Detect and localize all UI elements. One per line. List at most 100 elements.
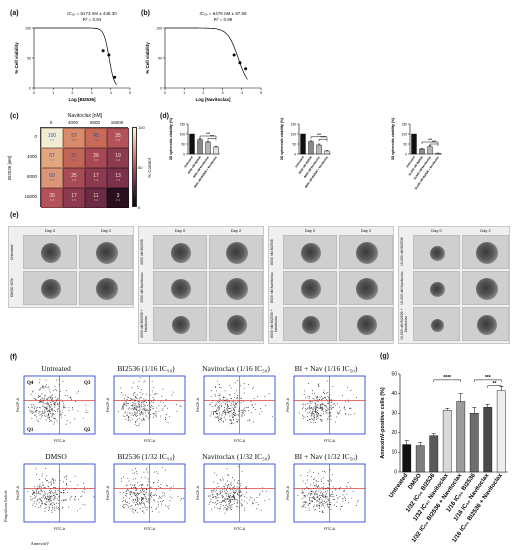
event-dot	[321, 420, 323, 422]
event-dot	[122, 415, 124, 417]
event-dot	[30, 410, 32, 412]
column-header-day2: Day 2	[360, 228, 372, 233]
event-dot	[219, 501, 221, 503]
event-dot	[211, 496, 213, 498]
event-dot	[304, 507, 306, 508]
event-dot	[330, 400, 332, 402]
event-dot	[48, 507, 50, 508]
event-dot	[142, 420, 144, 422]
event-dot	[311, 414, 313, 416]
event-dot	[45, 499, 47, 501]
event-dot	[327, 397, 329, 398]
event-dot	[128, 407, 130, 409]
event-dot	[317, 412, 319, 413]
event-dot	[121, 408, 123, 410]
event-dot	[132, 404, 134, 406]
event-dot	[228, 412, 230, 414]
event-dot	[324, 471, 326, 473]
colorbar-tick: 100	[138, 125, 145, 130]
event-dot	[44, 498, 45, 500]
event-dot	[234, 503, 236, 504]
event-dot	[130, 484, 132, 486]
event-dot	[315, 404, 317, 406]
event-dot	[39, 407, 41, 409]
event-dot	[234, 404, 235, 406]
panel-f-label: (f)	[10, 354, 17, 361]
event-dot	[141, 491, 143, 493]
event-dot	[314, 416, 316, 418]
event-dot	[236, 492, 238, 494]
event-dot	[52, 487, 54, 488]
event-dot	[309, 405, 311, 407]
event-dot	[64, 395, 66, 396]
event-dot	[322, 477, 324, 479]
event-dot	[144, 412, 146, 414]
event-dot	[45, 419, 47, 421]
event-dot	[135, 499, 136, 500]
event-dot	[52, 507, 53, 508]
event-dot	[345, 500, 346, 501]
event-dot	[311, 410, 313, 412]
event-dot	[316, 412, 318, 414]
event-dot	[121, 480, 122, 482]
event-dot	[326, 380, 328, 382]
event-dot	[227, 493, 229, 495]
event-dot	[42, 397, 44, 399]
event-dot	[125, 394, 126, 396]
event-dot	[42, 386, 44, 388]
data-point	[113, 75, 117, 79]
event-dot	[323, 496, 325, 498]
event-dot	[219, 412, 221, 414]
event-dot	[165, 417, 166, 418]
event-dot	[327, 407, 329, 409]
event-dot	[57, 498, 58, 500]
event-dot	[74, 475, 76, 477]
event-dot	[226, 493, 227, 494]
event-dot	[304, 488, 306, 490]
event-dot	[215, 498, 217, 500]
event-dot	[334, 421, 336, 423]
event-dot	[33, 493, 35, 495]
event-dot	[249, 419, 251, 421]
event-dot	[302, 480, 304, 482]
event-dot	[71, 398, 72, 400]
event-dot	[227, 398, 229, 400]
event-dot	[46, 498, 47, 500]
spheroid-group: Day 0 Day 2 Untreated DMSO 40%	[8, 226, 134, 308]
event-dot	[314, 413, 315, 415]
event-dot	[135, 494, 137, 496]
event-dot	[304, 502, 306, 503]
quadrant-label-q4: Q4	[27, 381, 34, 386]
event-dot	[135, 422, 137, 423]
heatmap-cell-value: 35	[115, 133, 121, 139]
event-dot	[312, 491, 314, 493]
event-dot	[52, 417, 54, 419]
event-dot	[143, 403, 145, 405]
event-dot	[137, 400, 139, 402]
event-dot	[314, 478, 316, 480]
event-dot	[329, 504, 331, 506]
event-dot	[85, 404, 87, 406]
event-dot	[223, 396, 225, 398]
event-dot	[220, 402, 222, 404]
event-dot	[42, 402, 44, 404]
event-dot	[314, 504, 316, 506]
event-dot	[314, 492, 316, 494]
event-dot	[147, 507, 149, 509]
event-dot	[321, 498, 323, 500]
spheroid-image	[209, 271, 263, 305]
event-dot	[233, 494, 235, 496]
event-dot	[146, 489, 148, 491]
event-dot	[137, 385, 138, 387]
data-point	[107, 53, 111, 57]
event-dot	[215, 402, 217, 404]
event-dot	[314, 403, 316, 404]
heatmap-row-label: 0	[34, 134, 37, 139]
event-dot	[209, 415, 211, 417]
event-dot	[66, 420, 68, 421]
heatmap-cell-value: 37	[71, 153, 77, 159]
event-dot	[141, 489, 143, 491]
event-dot	[307, 505, 309, 507]
event-dot	[304, 416, 306, 418]
